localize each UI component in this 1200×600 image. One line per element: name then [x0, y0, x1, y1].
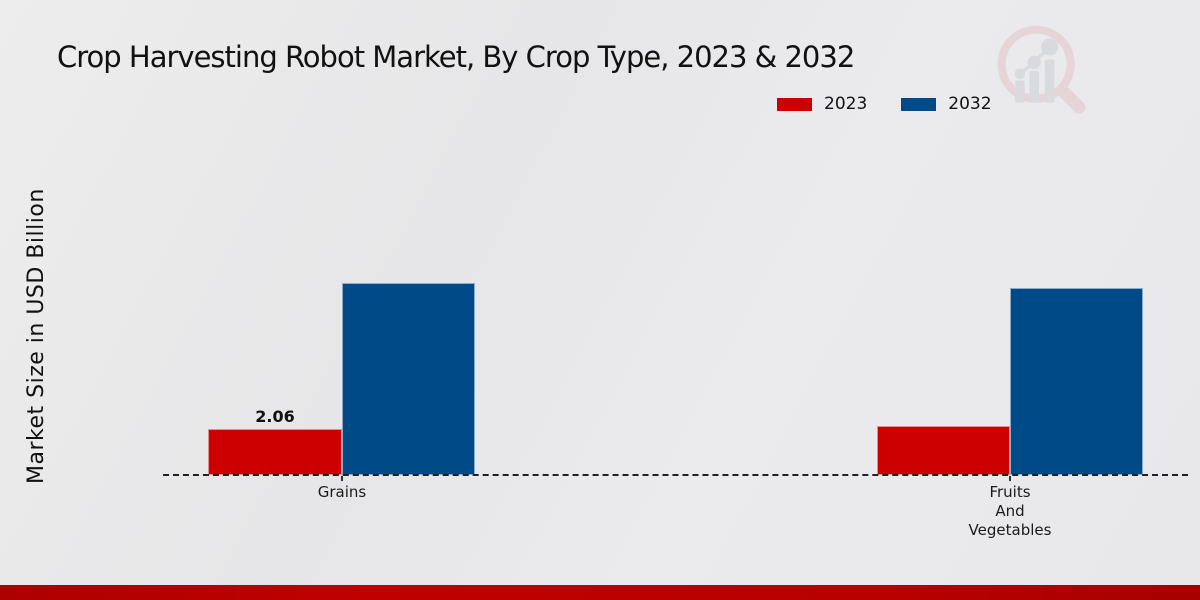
category-label-line: Fruits — [989, 483, 1031, 501]
bar-value-label-grains-2023: 2.06 — [255, 407, 295, 426]
bar-grains-2023 — [208, 429, 342, 475]
bar-fruits-vegetables-2032 — [1010, 288, 1143, 475]
x-axis-baseline — [163, 474, 1188, 476]
bar-fruits-vegetables-2023 — [877, 426, 1010, 475]
category-label-line: And — [995, 501, 1025, 520]
category-label-fruits-vegetables: Fruits And Vegetables — [935, 483, 1085, 539]
legend-label-2032: 2032 — [948, 94, 992, 114]
page-title: Crop Harvesting Robot Market, By Crop Ty… — [57, 40, 855, 74]
x-axis-tick-grains — [341, 476, 343, 481]
legend-swatch-2023 — [777, 97, 812, 111]
magnifier-bar-chart-icon — [997, 25, 1086, 114]
legend-item-2023: 2023 — [777, 94, 867, 114]
footer-accent-bar — [0, 585, 1200, 600]
legend-label-2023: 2023 — [824, 94, 868, 114]
legend-item-2032: 2032 — [901, 94, 992, 114]
category-label-line: Grains — [317, 483, 367, 501]
category-label-grains: Grains — [267, 483, 417, 502]
category-label-line: Vegetables — [968, 520, 1052, 539]
legend-swatch-2032 — [901, 97, 937, 111]
x-axis-tick-fruits-vegetables — [1009, 476, 1011, 481]
y-axis-label: Market Size in USD Billion — [24, 188, 49, 484]
legend: 2023 2032 — [777, 94, 992, 114]
bar-grains-2032 — [342, 283, 475, 475]
